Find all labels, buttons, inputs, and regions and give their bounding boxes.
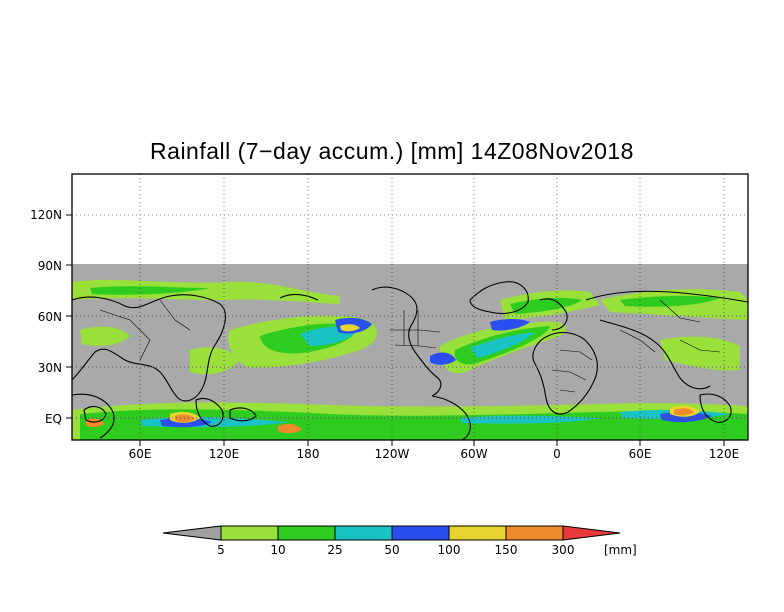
data-gridlines (72, 264, 748, 440)
colorbar-threshold-label: 300 (552, 543, 575, 557)
lon-label: 120E (709, 447, 740, 461)
upper-gridlines (72, 174, 748, 264)
colorbar-box (220, 525, 279, 541)
latitude-labels: 120N 90N 60N 30N EQ (30, 208, 62, 426)
colorbar-above-arrow (562, 525, 621, 541)
colorbar-box (391, 525, 450, 541)
rain-10-25-areas (80, 286, 748, 440)
colorbar-threshold-label: 50 (384, 543, 399, 557)
colorbar-threshold-label: 150 (495, 543, 518, 557)
colorbar: 5 10 25 50 100 150 300 [mm] (162, 525, 637, 557)
lat-label: 60N (38, 310, 62, 324)
lon-label: 60E (129, 447, 152, 461)
lat-label: 90N (38, 259, 62, 273)
coastlines (72, 281, 748, 440)
colorbar-threshold-label: 10 (270, 543, 285, 557)
lon-label: 60E (629, 447, 652, 461)
map-frame (71, 173, 749, 441)
lon-label: 180 (297, 447, 320, 461)
rainfall-field (72, 264, 748, 440)
colorbar-threshold-label: 100 (438, 543, 461, 557)
colorbar-below-arrow (162, 525, 222, 541)
colorbar-boxes (220, 525, 564, 541)
lat-label: 120N (30, 208, 62, 222)
lon-label: 0 (553, 447, 561, 461)
longitude-labels: 60E 120E 180 120W 60W 0 60E 120E (129, 447, 740, 461)
colorbar-box (448, 525, 507, 541)
colorbar-box (505, 525, 564, 541)
colorbar-threshold-label: 5 (217, 543, 225, 557)
lat-label: EQ (45, 412, 62, 426)
map-title: Rainfall (7−day accum.) [mm] 14Z08Nov201… (150, 138, 634, 164)
lat-label: 30N (38, 361, 62, 375)
lon-label: 60W (460, 447, 487, 461)
lon-label: 120W (375, 447, 410, 461)
colorbar-unit: [mm] (604, 543, 637, 557)
tick-marks (66, 214, 725, 446)
colorbar-box (334, 525, 393, 541)
colorbar-threshold-label: 25 (327, 543, 342, 557)
colorbar-box (277, 525, 336, 541)
lon-label: 120E (209, 447, 240, 461)
colorbar-labels: 5 10 25 50 100 150 300 (217, 543, 574, 557)
